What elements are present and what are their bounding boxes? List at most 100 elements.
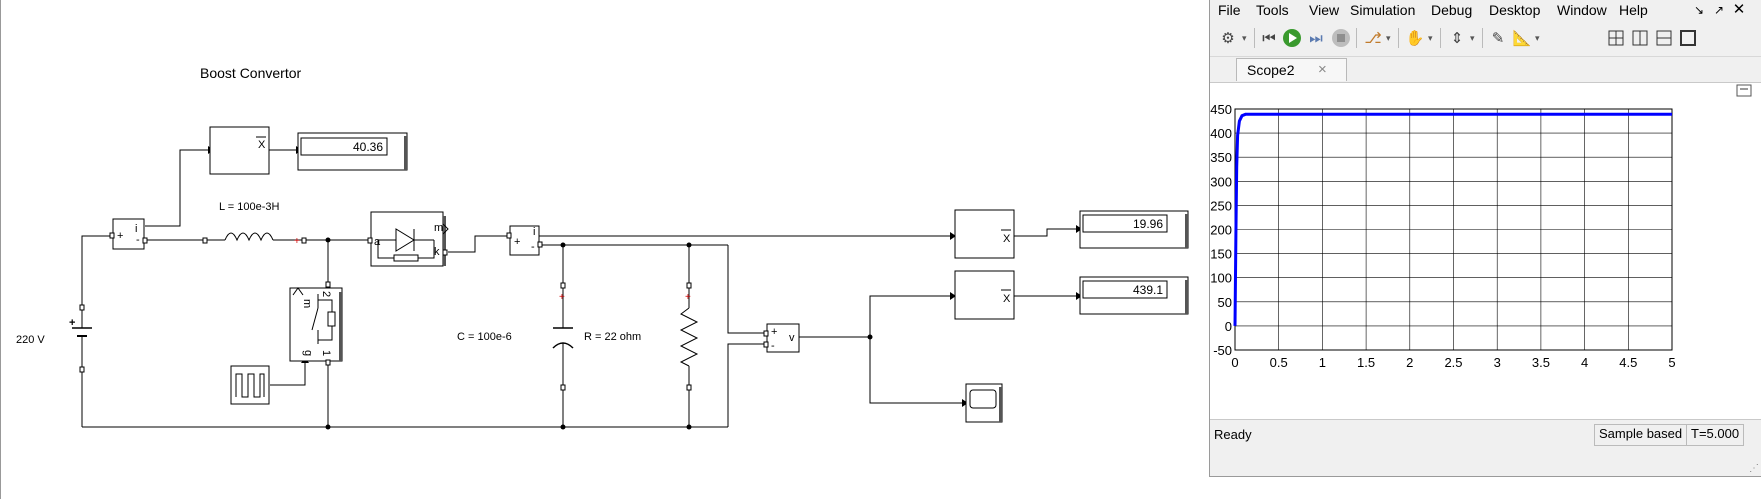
y-tick-label: 150 xyxy=(1210,247,1232,262)
measurements-dropdown-icon[interactable]: ▾ xyxy=(1535,33,1540,43)
settings-dropdown-icon[interactable]: ▾ xyxy=(1242,33,1247,43)
pan-dropdown-icon[interactable]: ▾ xyxy=(1428,33,1433,43)
tab-scope2-label: Scope2 xyxy=(1247,62,1295,78)
highlight-icon[interactable]: ⎇ xyxy=(1364,30,1382,47)
svg-text:k: k xyxy=(434,246,440,258)
y-tick-label: 200 xyxy=(1210,223,1232,238)
display-input-current[interactable] xyxy=(297,132,408,171)
svg-text:-: - xyxy=(531,241,535,253)
measurements-icon[interactable]: 📐 xyxy=(1512,30,1532,47)
menu-debug[interactable]: Debug xyxy=(1431,2,1473,18)
mosfet-switch[interactable]: m g 2 1 xyxy=(289,281,343,366)
menu-file[interactable]: File xyxy=(1218,2,1241,18)
tab-close-icon[interactable]: × xyxy=(1318,61,1327,78)
layout-grid-icon[interactable] xyxy=(1605,27,1627,49)
svg-text:-: - xyxy=(771,340,775,352)
stop-icon-graphic xyxy=(1332,29,1350,47)
menu-tools[interactable]: Tools xyxy=(1256,2,1289,18)
scope-plot[interactable]: 0 0.5 1 1.5 2 2.5 3 3.5 4 4.5 5-500501001502002503… xyxy=(1210,83,1761,419)
dc-voltage-source[interactable]: + xyxy=(69,304,92,373)
y-tick-label: 0 xyxy=(1225,319,1232,334)
y-tick-label: 250 xyxy=(1210,198,1232,213)
scope-block[interactable] xyxy=(965,383,1003,423)
y-tick-label: 100 xyxy=(1210,271,1232,286)
voltage-measurement[interactable]: + - v xyxy=(763,323,800,353)
run-icon-graphic xyxy=(1283,29,1301,47)
display-input-current-value: 40.36 xyxy=(353,140,383,154)
scope-menubar: File Tools View Simulation Debug Desktop… xyxy=(1210,0,1761,21)
highlight-dropdown-icon[interactable]: ▾ xyxy=(1386,33,1391,43)
stop-icon[interactable] xyxy=(1330,27,1352,49)
capacitor[interactable]: + xyxy=(552,282,574,391)
layout-grid-graphic xyxy=(1608,30,1624,46)
menu-help[interactable]: Help xyxy=(1619,2,1648,18)
x-tick-label: 1 xyxy=(1319,355,1326,370)
svg-text:+: + xyxy=(771,326,777,338)
sample-mode: Sample based xyxy=(1594,424,1688,446)
inductor-label: L = 100e-3H xyxy=(219,201,279,213)
settings-icon[interactable]: ⚙ xyxy=(1221,30,1235,47)
menu-window[interactable]: Window xyxy=(1557,2,1607,18)
close-icon[interactable]: ✕ xyxy=(1732,1,1746,18)
tab-scope2[interactable]: Scope2 × xyxy=(1236,58,1347,81)
layout-single-icon[interactable] xyxy=(1677,27,1699,49)
svg-text:+: + xyxy=(514,236,520,248)
pin-icon[interactable]: ↘ xyxy=(1693,3,1705,17)
wire-arrows xyxy=(208,146,1082,407)
x-tick-label: 0 xyxy=(1231,355,1238,370)
layout-single-graphic xyxy=(1680,30,1696,46)
y-tick-label: 50 xyxy=(1218,295,1232,310)
scope-toolbar xyxy=(1210,22,1761,57)
layout-split-v-graphic xyxy=(1632,30,1648,46)
status-text: Ready xyxy=(1214,427,1252,442)
pulse-generator[interactable] xyxy=(230,365,270,405)
layout-split-h-graphic xyxy=(1656,30,1672,46)
y-tick-label: 350 xyxy=(1210,150,1232,165)
plot-grid xyxy=(1234,108,1673,351)
expand-axes-icon[interactable] xyxy=(1736,84,1752,97)
resize-grip-icon[interactable]: ⋰ xyxy=(1749,463,1759,474)
step-back-icon[interactable]: ⏮ xyxy=(1262,29,1276,47)
x-tick-label: 0.5 xyxy=(1270,355,1288,370)
scale-axes-icon[interactable]: ⇕ xyxy=(1450,30,1464,47)
diode[interactable]: a m k xyxy=(367,211,449,267)
menu-desktop[interactable]: Desktop xyxy=(1489,2,1541,18)
svg-text:+: + xyxy=(685,292,691,303)
x-tick-label: 4.5 xyxy=(1619,355,1637,370)
layout-split-v-icon[interactable] xyxy=(1629,27,1651,49)
display-output-current-value: 19.96 xyxy=(1133,217,1163,231)
toolbar-separator xyxy=(1482,28,1483,48)
toolbar-separator xyxy=(1440,28,1441,48)
run-icon[interactable] xyxy=(1281,27,1303,49)
scope-status-bar: Ready Sample based T=5.000 xyxy=(1210,420,1761,448)
current-measurement-1[interactable]: + - i xyxy=(109,218,148,250)
diode-port-m: m xyxy=(434,222,443,234)
display-output-voltage-value: 439.1 xyxy=(1133,283,1163,297)
svg-text:-: - xyxy=(136,234,140,246)
resistor[interactable]: + xyxy=(679,282,699,391)
scale-axes-dropdown-icon[interactable]: ▾ xyxy=(1470,33,1475,43)
current-measurement-2[interactable]: + - i xyxy=(506,225,543,256)
step-forward-icon[interactable]: ⏭ xyxy=(1309,29,1323,47)
scope-window[interactable]: File Tools View Simulation Debug Desktop… xyxy=(1209,0,1761,477)
menu-simulation[interactable]: Simulation xyxy=(1350,2,1416,18)
mosfet-port-m: m xyxy=(301,299,313,308)
display-output-voltage[interactable] xyxy=(1079,276,1189,315)
menu-view[interactable]: View xyxy=(1309,2,1340,18)
mean-block-3[interactable]: X xyxy=(954,270,1015,320)
mean-block-1[interactable]: X xyxy=(209,126,270,175)
layout-split-h-icon[interactable] xyxy=(1653,27,1675,49)
pan-icon[interactable]: ✋ xyxy=(1405,30,1425,47)
x-tick-label: 2 xyxy=(1406,355,1413,370)
display-output-current[interactable] xyxy=(1079,210,1189,249)
model-title: Boost Convertor xyxy=(200,65,301,81)
y-tick-label: -50 xyxy=(1213,343,1232,358)
style-icon[interactable]: ✎ xyxy=(1491,30,1505,47)
svg-text:a: a xyxy=(374,236,381,248)
scope-plot-area[interactable]: 0 0.5 1 1.5 2 2.5 3 3.5 4 4.5 5 -50 0 50 100 150 200 250 3… xyxy=(1210,82,1761,420)
y-tick-label: 450 xyxy=(1210,102,1232,117)
inductor[interactable]: + xyxy=(202,232,307,247)
mean-block-2[interactable]: X xyxy=(954,209,1015,259)
undock-icon[interactable]: ↗ xyxy=(1713,3,1725,17)
